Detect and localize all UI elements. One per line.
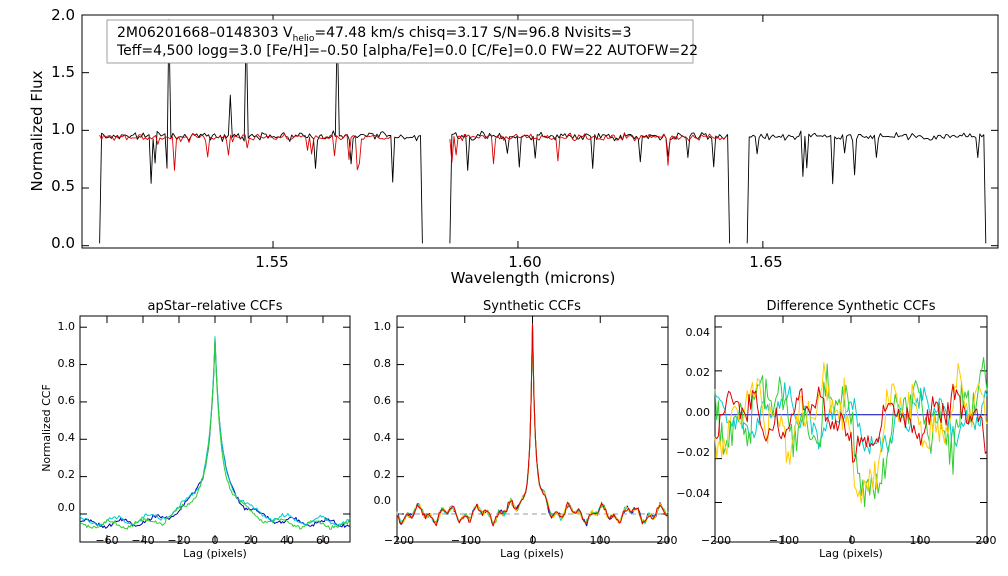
observed-spectrum-line: [746, 130, 987, 244]
synthetic-ccf-line: [396, 326, 669, 525]
spectrum-ytick-label: 2.0: [51, 6, 75, 24]
observed-spectrum-line: [99, 19, 423, 244]
spectrum-ytick-label: 0.0: [51, 234, 75, 252]
difference-ccf-ytick-label: 0.02: [686, 366, 711, 379]
difference-ccf-line: [714, 357, 988, 508]
synthetic-ccf-ytick-label: 0.4: [374, 431, 392, 444]
apstar-ccf-ytick-label: 0.8: [58, 357, 76, 370]
difference-ccf-ytick-label: 0.00: [686, 406, 711, 419]
synthetic-ccf-ytick-label: 0.6: [374, 394, 392, 407]
apstar-ccf-panel: apStar–relative CCFs 1.0 0.8 0.6 0.4 0.2…: [40, 299, 351, 560]
synthetic-ccf-panel: Synthetic CCFs 1.0 0.8 0.6 0.4 0.2 0.0 −…: [374, 299, 678, 560]
annotation-box: [106, 19, 694, 64]
synthetic-ccf-title: Synthetic CCFs: [483, 299, 581, 314]
synthetic-ccf-xtick-label: 100: [590, 534, 611, 547]
synthetic-ccf-ytick-label: 0.2: [374, 468, 392, 481]
synthetic-ccf-line: [396, 322, 669, 527]
spectrum-y-axis-label: Normalized Flux: [28, 70, 46, 191]
difference-ccf-title: Difference Synthetic CCFs: [766, 299, 935, 314]
synthetic-spectrum-line: [449, 132, 727, 166]
annotation-line-1: 2M06201668–0148303 Vhelio=47.48 km/s chi…: [117, 25, 632, 44]
synthetic-ccf-ytick-label: 0.8: [374, 357, 392, 370]
apstar-ccf-ytick-label: 0.2: [58, 468, 76, 481]
difference-ccf-x-axis-label: Lag (pixels): [819, 547, 883, 560]
annotation-line-2: Teff=4,500 logg=3.0 [Fe/H]=–0.50 [alpha/…: [116, 43, 698, 59]
synthetic-ccf-ytick-label: 1.0: [374, 320, 392, 333]
apstar-ccf-ytick-label: 0.6: [58, 394, 76, 407]
difference-ccf-lines: [714, 357, 988, 508]
difference-ccf-ytick-label: 0.04: [686, 326, 711, 339]
apstar-ccf-xtick-label: −60: [95, 534, 118, 547]
spectrum-lines: [99, 19, 987, 244]
synthetic-ccf-line: [396, 323, 669, 527]
apstar-ccf-xtick-label: 0: [212, 534, 219, 547]
apstar-ccf-ytick-label: 0.4: [58, 431, 76, 444]
apstar-ccf-y-axis-label: Normalized CCF: [40, 384, 53, 472]
spectrum-xtick-label: 1.65: [749, 253, 782, 271]
synthetic-ccf-x-axis-label: Lag (pixels): [500, 547, 564, 560]
difference-ccf-xtick-label: −100: [769, 534, 799, 547]
synthetic-spectrum-line: [99, 133, 391, 171]
spectrum-ytick-label: 1.5: [51, 63, 75, 81]
apstar-ccf-ticks: [80, 316, 350, 542]
apstar-ccf-x-axis-label: Lag (pixels): [183, 547, 247, 560]
difference-ccf-xtick-label: 0: [849, 534, 856, 547]
apstar-ccf-ytick-label: 0.0: [58, 501, 76, 514]
spectrum-ytick-label: 1.0: [51, 120, 75, 138]
difference-ccf-xtick-label: 200: [976, 534, 997, 547]
apstar-ccf-xtick-label: 20: [244, 534, 258, 547]
synthetic-ccf-line: [396, 325, 669, 525]
spectrum-xtick-label: 1.55: [255, 253, 288, 271]
spectrum-ytick-label: 0.5: [51, 177, 75, 195]
synthetic-ccf-xtick-label: 0: [530, 534, 537, 547]
apstar-ccf-ytick-label: 1.0: [58, 320, 76, 333]
difference-ccf-ytick-label: −0.02: [676, 446, 710, 459]
observed-spectrum-line: [449, 130, 731, 244]
difference-ccf-ytick-label: −0.04: [676, 487, 710, 500]
apstar-ccf-xtick-label: −40: [131, 534, 154, 547]
spectrum-frame: [81, 14, 999, 249]
difference-ccf-xtick-label: 100: [910, 534, 931, 547]
annotation-star-id: 2M06201668–0148303 V: [117, 25, 293, 41]
apstar-ccf-xtick-label: −20: [167, 534, 190, 547]
annotation-subscript: helio: [293, 34, 315, 44]
difference-ccf-line: [714, 383, 988, 463]
apstar-ccf-xtick-label: 60: [316, 534, 330, 547]
synthetic-ccf-xtick-label: −200: [384, 534, 414, 547]
synthetic-ccf-xtick-label: −100: [451, 534, 481, 547]
difference-ccf-panel: Difference Synthetic CCFs 0.04 0.02 0.00…: [676, 299, 996, 560]
synthetic-ccf-line: [396, 323, 669, 526]
difference-ccf-xtick-label: −200: [701, 534, 731, 547]
synthetic-ccf-xtick-label: 200: [657, 534, 678, 547]
apstar-ccf-lines: [79, 336, 351, 530]
apstar-ccf-line: [79, 336, 351, 526]
synthetic-ccf-ytick-label: 0.0: [374, 494, 392, 507]
spectrum-x-axis-label: Wavelength (microns): [451, 269, 616, 287]
apstar-ccf-line: [79, 340, 351, 530]
apstar-ccf-xtick-label: 40: [280, 534, 294, 547]
apstar-ccf-title: apStar–relative CCFs: [148, 299, 283, 314]
annotation-stats: =47.48 km/s chisq=3.17 S/N=96.8 Nvisits=…: [314, 25, 631, 41]
difference-ccf-line: [714, 382, 988, 455]
apstar-ccf-line: [79, 338, 351, 529]
spectrum-panel: 2.0 1.5 1.0 0.5 0.0 1.55 1.60 1.65 Wavel…: [28, 6, 999, 287]
synthetic-ccf-lines: [396, 322, 669, 527]
spectrum-xtick-label: 1.60: [508, 253, 541, 271]
